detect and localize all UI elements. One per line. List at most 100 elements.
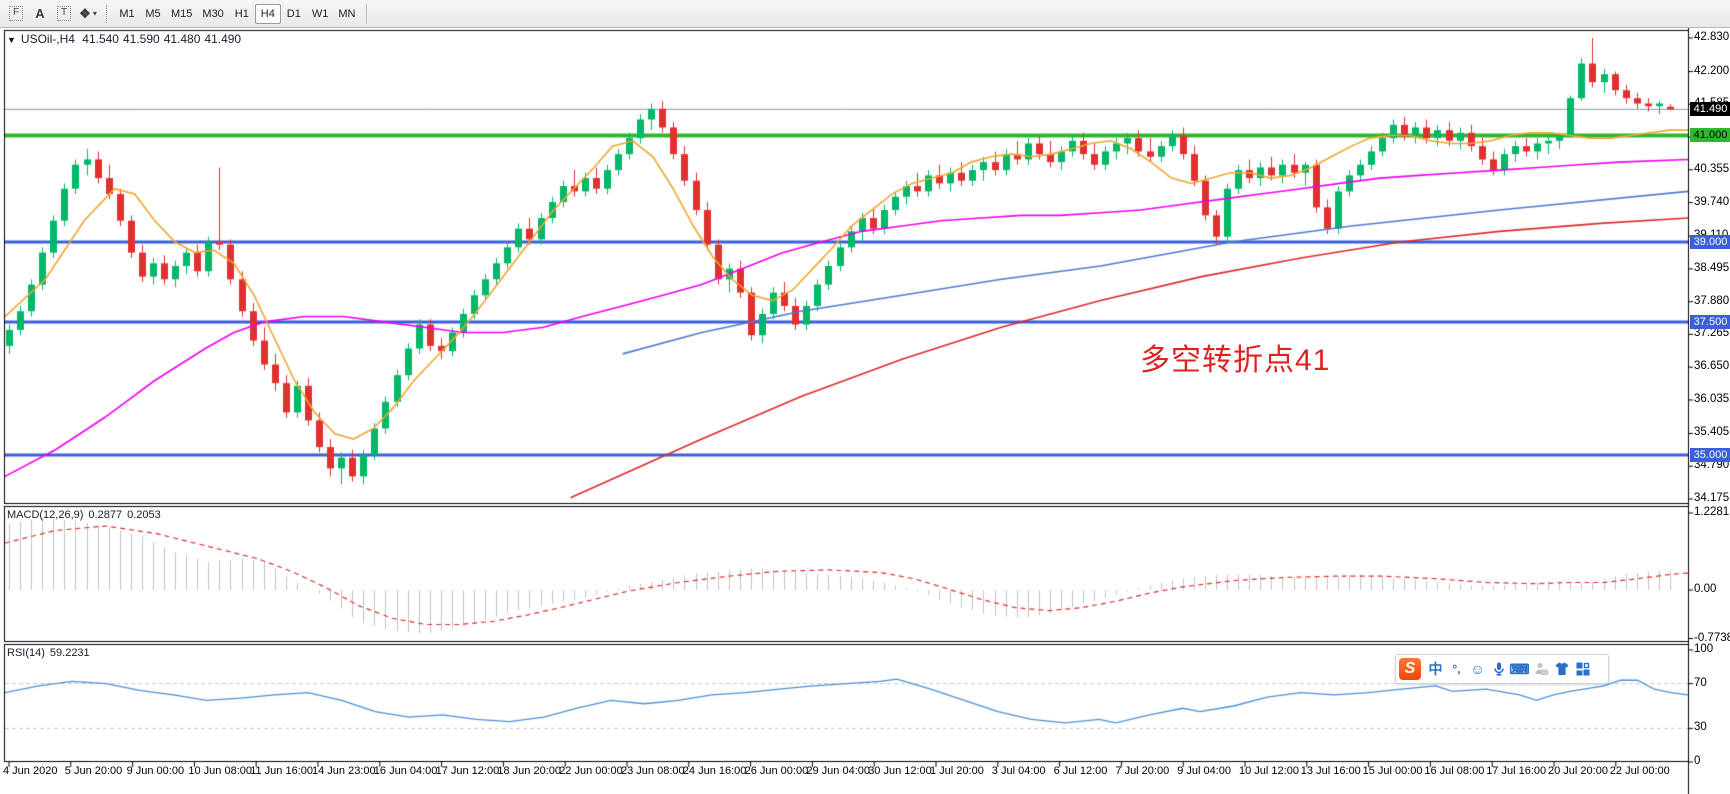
timeframe-h4-button[interactable]: H4	[254, 3, 281, 24]
rsi-tick-label: 70	[1694, 676, 1707, 689]
sogou-logo-icon[interactable]: S	[1399, 658, 1421, 680]
price-tick-label: 42.830	[1694, 31, 1730, 43]
f-grid-tool-glyph: F	[8, 6, 24, 21]
chart-area: ▼ USOil-,H4 41.540 41.590 41.480 41.490 MACD…	[0, 28, 1730, 794]
ime-toolbar: S 中 °, ☺ ⌨	[1395, 654, 1609, 684]
timeframe-group: M1 M5 M15 M30 H1 H4 D1 W1 MN	[114, 3, 360, 24]
price-tick-label: 38.495	[1694, 261, 1730, 274]
macd-value-2: 0.2053	[127, 509, 161, 521]
price-tick-label: 34.790	[1694, 459, 1730, 472]
macd-tick-label: 1.2281	[1694, 505, 1730, 518]
rsi-name: RSI(14)	[7, 647, 45, 659]
f-grid-tool-icon[interactable]: F	[4, 3, 28, 25]
toolbar-separator	[106, 4, 108, 23]
date-tick-label: 13 Jul 16:00	[1300, 765, 1361, 777]
price-badge-41.490: 41.490	[1690, 102, 1730, 117]
price-tick-label: 36.650	[1694, 360, 1730, 373]
chart-title: ▼ USOil-,H4 41.540 41.590 41.480 41.490	[7, 32, 245, 46]
macd-value-1: 0.2877	[88, 509, 123, 521]
rsi-tick-label: 100	[1694, 643, 1714, 655]
price-badge-37.500: 37.500	[1690, 314, 1730, 329]
date-tick-label: 3 Jul 04:00	[991, 765, 1046, 777]
date-tick-label: 18 Jun 20:00	[497, 765, 562, 777]
date-tick-label: 26 Jun 00:00	[744, 765, 809, 777]
price-tick-label: 39.740	[1694, 195, 1730, 208]
skin-tshirt-icon[interactable]	[1551, 658, 1572, 680]
symbol-collapse-icon[interactable]: ▼	[7, 35, 16, 45]
date-tick-label: 16 Jun 04:00	[373, 765, 438, 777]
profile-icon[interactable]	[1530, 658, 1551, 680]
drawing-tools-group: F A T ❖ ▾	[4, 3, 100, 25]
rsi-tick-label: 0	[1694, 755, 1701, 767]
date-tick-label: 7 Jul 20:00	[1115, 765, 1170, 777]
price-tick-label: 36.035	[1694, 392, 1730, 405]
price-tick-label: 37.265	[1694, 327, 1730, 340]
date-tick-label: 1 Jul 20:00	[930, 765, 984, 777]
rsi-tick-label: 30	[1694, 721, 1707, 734]
date-tick-label: 10 Jun 08:00	[188, 765, 253, 777]
price-badge-41.000: 41.000	[1690, 128, 1730, 143]
date-tick-label: 14 Jun 23:00	[312, 765, 376, 777]
top-toolbar: F A T ❖ ▾ M1 M5 M15 M30 H1 H4 D1 W1 MN	[0, 0, 1730, 28]
macd-tick-label: -0.7738	[1694, 631, 1730, 644]
toolbar-separator	[366, 3, 368, 24]
shapes-tool-icon[interactable]: ❖ ▾	[76, 3, 100, 25]
ohlc-high: 41.590	[122, 32, 160, 46]
date-tick-label: 16 Jul 08:00	[1424, 765, 1485, 777]
price-tick-label: 37.880	[1694, 294, 1730, 307]
emoji-icon[interactable]: ☺	[1470, 661, 1485, 677]
toolbox-grid-icon[interactable]	[1572, 658, 1593, 680]
keyboard-icon[interactable]: ⌨	[1509, 660, 1530, 677]
text-label-tool-icon[interactable]: T	[52, 3, 76, 25]
date-tick-label: 22 Jun 00:00	[559, 765, 623, 777]
macd-label: MACD(12,26,9) 0.2877 0.2053	[7, 509, 166, 521]
rsi-value: 59.2231	[49, 647, 90, 659]
text-a-tool-icon[interactable]: A	[28, 3, 52, 25]
price-badge-35.000: 35.000	[1690, 448, 1730, 463]
date-tick-label: 22 Jul 00:00	[1609, 765, 1670, 777]
microphone-icon[interactable]	[1488, 658, 1509, 680]
text-label-tool-glyph: T	[56, 6, 72, 21]
timeframe-h1-button[interactable]: H1	[229, 4, 255, 24]
date-tick-label: 6 Jul 12:00	[1053, 765, 1108, 777]
date-tick-label: 11 Jun 16:00	[250, 765, 313, 777]
macd-name: MACD(12,26,9)	[7, 509, 84, 521]
price-tick-label: 35.405	[1694, 426, 1730, 439]
rsi-label: RSI(14) 59.2231	[7, 647, 95, 659]
symbol-label: USOil-,H4	[20, 32, 75, 46]
punctuation-icon[interactable]: °,	[1452, 662, 1461, 676]
timeframe-w1-button[interactable]: W1	[307, 4, 334, 24]
date-tick-label: 5 Jun 20:00	[64, 765, 123, 777]
dropdown-caret-icon: ▾	[92, 9, 97, 18]
date-tick-label: 9 Jul 04:00	[1177, 765, 1232, 777]
date-tick-label: 23 Jun 08:00	[621, 765, 685, 777]
date-tick-label: 17 Jun 12:00	[435, 765, 500, 777]
timeframe-d1-button[interactable]: D1	[281, 4, 307, 24]
timeframe-m5-button[interactable]: M5	[140, 4, 166, 24]
date-tick-label: 24 Jun 16:00	[682, 765, 747, 777]
macd-tick-label: 0.00	[1694, 583, 1717, 595]
shapes-tool-glyph: ❖	[79, 5, 91, 21]
text-a-tool-glyph: A	[35, 6, 45, 21]
language-mode-icon[interactable]: 中	[1428, 661, 1443, 677]
date-tick-label: 29 Jun 04:00	[806, 765, 871, 777]
price-tick-label: 40.355	[1694, 162, 1730, 175]
ohlc-open: 41.540	[82, 32, 119, 46]
timeframe-m30-button[interactable]: M30	[197, 4, 228, 24]
timeframe-mn-button[interactable]: MN	[333, 4, 360, 24]
date-tick-label: 4 Jun 2020	[3, 765, 58, 777]
price-tick-label: 34.175	[1694, 491, 1730, 504]
date-tick-label: 20 Jul 20:00	[1548, 765, 1608, 777]
date-tick-label: 17 Jul 16:00	[1486, 765, 1547, 777]
ohlc-low: 41.480	[163, 32, 201, 46]
date-tick-label: 9 Jun 00:00	[126, 765, 185, 777]
date-tick-label: 30 Jun 12:00	[868, 765, 932, 777]
date-tick-label: 15 Jul 00:00	[1362, 765, 1423, 777]
timeframe-m1-button[interactable]: M1	[114, 4, 140, 24]
date-tick-label: 10 Jul 12:00	[1239, 765, 1299, 777]
chart-text-annotation[interactable]: 多空转折点41	[1140, 344, 1331, 377]
price-tick-label: 42.200	[1694, 64, 1730, 77]
ohlc-close: 41.490	[204, 32, 242, 46]
timeframe-m15-button[interactable]: M15	[166, 4, 197, 24]
